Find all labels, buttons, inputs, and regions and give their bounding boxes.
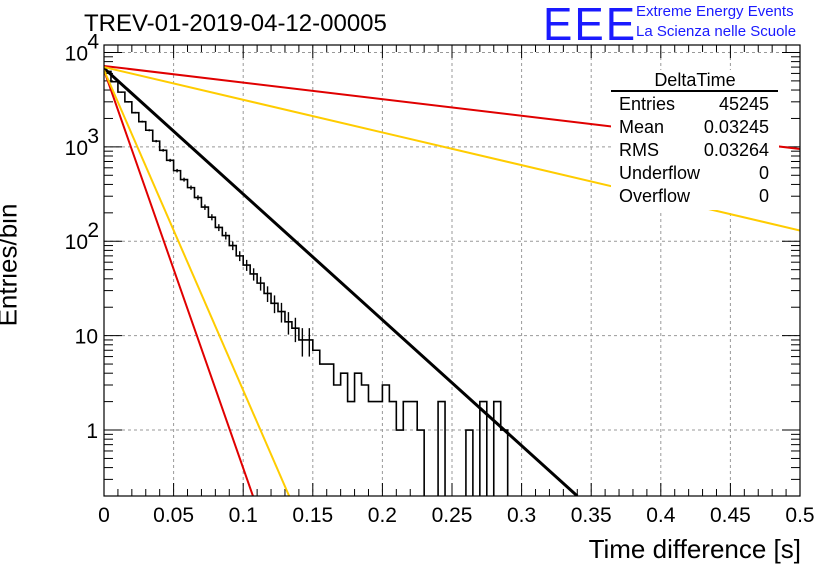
y-tick-label: 10	[65, 42, 88, 65]
plot-frame	[103, 44, 801, 497]
stats-value: 0.03245	[704, 117, 769, 137]
x-tick-label: 0.35	[571, 504, 612, 527]
eee-logo: EEE	[543, 0, 638, 51]
x-tick-label: 0.5	[785, 504, 814, 527]
stats-label: Entries	[619, 94, 675, 114]
exp-fit-curve	[104, 67, 579, 496]
x-tick-label: 0.1	[229, 504, 258, 527]
x-tick-label: 0.15	[292, 504, 333, 527]
logo-caption-line2: La Scienza nelle Scuole	[636, 23, 797, 40]
y-tick-label: 10	[65, 137, 88, 160]
stats-label: Mean	[619, 117, 664, 137]
x-axis-label: Time difference [s]	[588, 534, 801, 564]
stats-box: DeltaTime Entries 45245 Mean 0.03245 RMS 0.032…	[611, 70, 779, 210]
x-tick-label: 0	[98, 504, 110, 527]
x-tick-label: 0.05	[153, 504, 194, 527]
x-tick-label: 0.45	[710, 504, 751, 527]
x-tick-label: 0.4	[646, 504, 676, 527]
logo-caption-line1: Extreme Energy Events	[636, 3, 794, 20]
y-tick-label-exponent: 3	[87, 125, 99, 148]
y-tick-label: 10	[75, 326, 98, 349]
y-tick-label: 10	[65, 231, 88, 254]
stats-value: 0.03264	[704, 140, 769, 160]
y-tick-label-exponent: 2	[87, 219, 99, 242]
stats-label: Overflow	[619, 186, 691, 206]
y-tick-label: 1	[86, 420, 98, 443]
y-tick-label-exponent: 4	[87, 30, 99, 53]
x-tick-label: 0.3	[507, 504, 536, 527]
stats-box-background	[611, 70, 779, 210]
stats-box-title: DeltaTime	[654, 70, 735, 90]
chart-title: TREV-01-2019-04-12-00005	[84, 10, 387, 37]
stats-label: Underflow	[619, 163, 701, 183]
histogram-steps	[104, 70, 509, 496]
stats-value: 0	[759, 186, 769, 206]
x-tick-label: 0.2	[368, 504, 397, 527]
stats-label: RMS	[619, 140, 659, 160]
stats-value: 45245	[719, 94, 769, 114]
stats-value: 0	[759, 163, 769, 183]
x-tick-label: 0.25	[432, 504, 473, 527]
reference-curve-red-fast	[104, 69, 254, 496]
reference-curve-yellow-fast	[104, 69, 291, 496]
